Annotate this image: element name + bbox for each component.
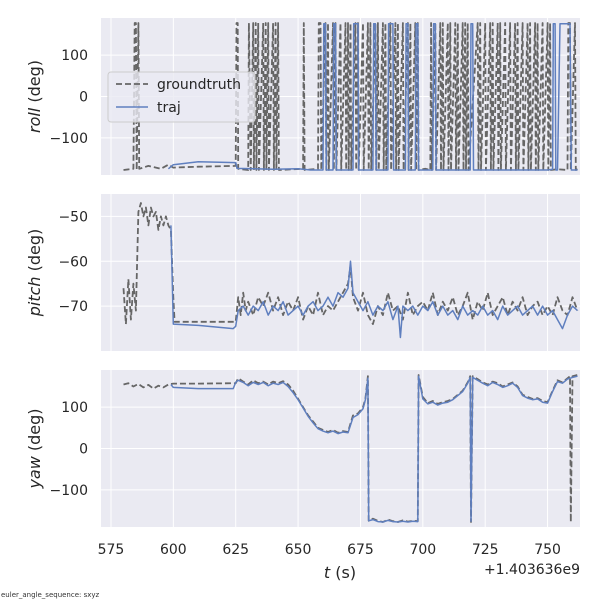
x-tick-label: 625: [222, 542, 249, 558]
legend: groundtruth traj: [107, 71, 256, 123]
roll-groundtruth-line: [123, 22, 578, 171]
roll-ytick-label: 0: [79, 90, 88, 106]
legend-traj-label: traj: [157, 100, 181, 116]
roll-panel: 100 0 −100 roll (deg) groundtruth traj: [25, 18, 580, 175]
roll-ylabel-var: roll: [25, 107, 44, 133]
pitch-grid: [101, 194, 580, 351]
roll-series: [123, 22, 578, 171]
x-tick-label: 575: [98, 542, 125, 558]
x-tick-label: 725: [472, 542, 499, 558]
roll-ytick-label: 100: [61, 48, 88, 64]
pitch-ytick-label: −60: [58, 254, 88, 270]
roll-ylabel-unit: (deg): [25, 60, 44, 108]
roll-ylabel: roll (deg): [25, 60, 44, 133]
x-tick-label: 700: [409, 542, 436, 558]
x-axis-label-unit: (s): [330, 563, 356, 582]
yaw-yticks: 100 0 −100: [50, 400, 88, 499]
pitch-ylabel-unit: (deg): [25, 229, 44, 277]
yaw-ylabel-var: yaw: [25, 455, 44, 489]
x-tick-label: 600: [160, 542, 187, 558]
yaw-traj-line: [170, 375, 578, 523]
x-axis-label: t (s): [324, 563, 356, 582]
yaw-ytick-label: −100: [50, 483, 88, 499]
pitch-ylabel: pitch (deg): [25, 229, 44, 318]
pitch-groundtruth-line: [122, 202, 579, 325]
x-axis-offset-label: +1.403636e9: [484, 562, 580, 578]
pitch-ytick-label: −50: [58, 209, 88, 225]
yaw-series: [123, 374, 578, 523]
yaw-ytick-label: 100: [61, 400, 88, 416]
yaw-ytick-label: 0: [79, 442, 88, 458]
pitch-yticks: −50 −60 −70: [58, 209, 88, 315]
pitch-series: [122, 202, 579, 339]
yaw-xticks: 575 600 625 650 675 700 725 750: [98, 542, 561, 558]
pitch-ytick-label: −70: [58, 299, 88, 315]
yaw-grid: [101, 370, 580, 527]
yaw-ylabel: yaw (deg): [25, 408, 44, 489]
yaw-ylabel-unit: (deg): [25, 408, 44, 456]
pitch-traj-line: [170, 225, 579, 339]
roll-traj-line: [167, 23, 578, 171]
x-tick-label: 650: [285, 542, 312, 558]
x-axis-label-var: t: [324, 563, 331, 582]
x-tick-label: 750: [534, 542, 561, 558]
roll-ytick-label: −100: [50, 131, 88, 147]
pitch-panel: −50 −60 −70 pitch (deg): [25, 194, 580, 351]
legend-groundtruth-label: groundtruth: [157, 77, 241, 93]
x-tick-label: 675: [347, 542, 374, 558]
pitch-ylabel-var: pitch: [25, 276, 44, 317]
euler-angle-footnote: euler_angle_sequence: sxyz: [1, 591, 100, 599]
roll-yticks: 100 0 −100: [50, 48, 88, 147]
yaw-panel: 100 0 −100 575 600 625 650 675 700 725 750 yaw (d…: [25, 370, 580, 582]
